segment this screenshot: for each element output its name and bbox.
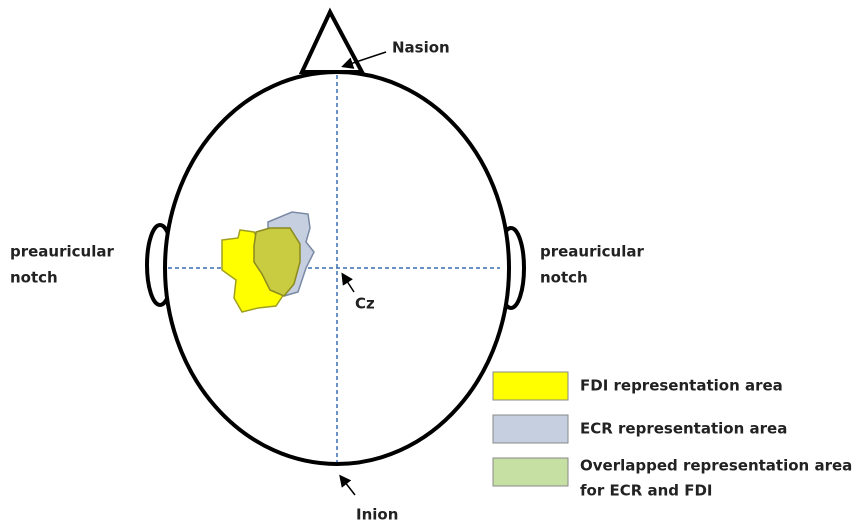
nasion-label: Nasion	[392, 39, 450, 57]
right-notch-label: preauricular	[540, 243, 644, 261]
left-notch-label: notch	[10, 269, 58, 287]
diagram: Nasion Cz Inion preauricular notch preau…	[0, 0, 862, 524]
left-notch-label: preauricular	[10, 243, 114, 261]
right-notch-label: notch	[540, 269, 588, 287]
legend-label: for ECR and FDI	[580, 482, 713, 500]
legend-swatch	[493, 372, 568, 400]
legend-swatch	[493, 458, 568, 486]
inion-label: Inion	[356, 506, 398, 524]
legend-label: Overlapped representation area	[580, 457, 852, 475]
cz-label: Cz	[355, 295, 375, 313]
inion-arrow	[341, 477, 355, 495]
legend-swatch	[493, 415, 568, 443]
legend-label: ECR representation area	[580, 420, 787, 438]
legend-label: FDI representation area	[580, 377, 783, 395]
